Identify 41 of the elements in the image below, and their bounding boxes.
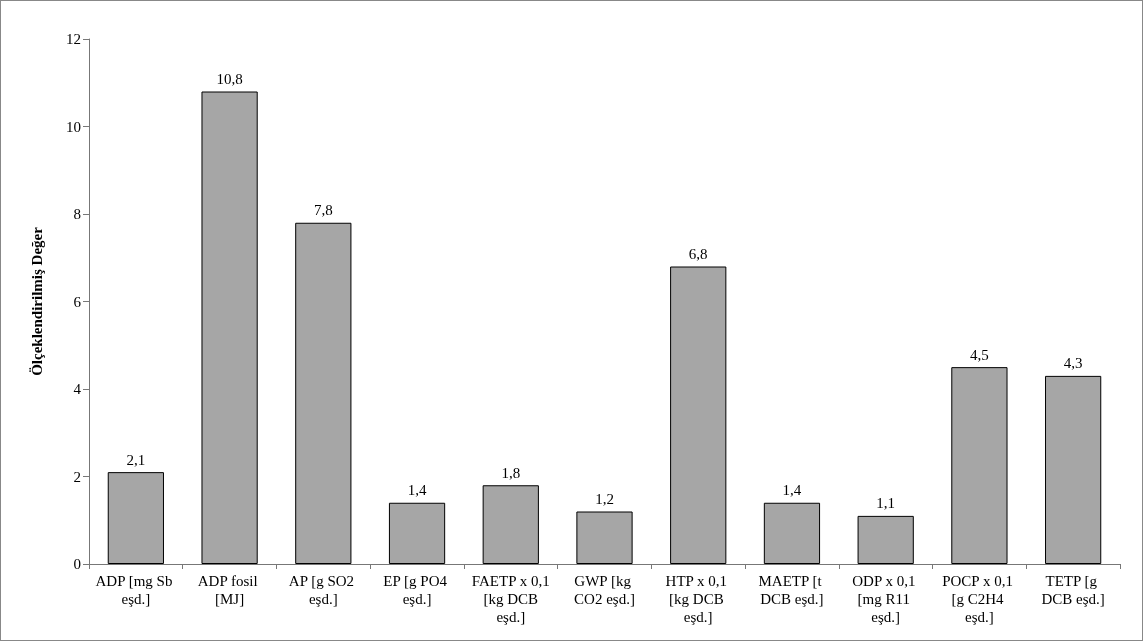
y-tick-label: 12 [66, 31, 81, 47]
x-tick-label: TETP [g DCB eşd.] [1041, 573, 1105, 607]
x-tick-label: EP [g PO4 eşd.] [383, 573, 451, 607]
bar [1045, 375, 1102, 564]
data-label: 1,4 [407, 482, 427, 499]
x-tick-label: ADP fosil [MJ] [197, 573, 262, 607]
data-label: 6,8 [688, 246, 708, 262]
x-tick-label: MAETP [t DCB eşd.] [758, 573, 826, 607]
x-tick-label: ADP [mg Sb eşd.] [95, 573, 177, 607]
x-tick-label: POCP x 0,1 [g C2H4 eşd.] [942, 573, 1017, 625]
bar [201, 91, 258, 564]
x-tick-label: AP [g SO2 eşd.] [288, 573, 358, 607]
data-label: 1,4 [782, 482, 802, 499]
bar [951, 367, 1008, 564]
data-label: 4,3 [1063, 355, 1083, 372]
y-tick-label: 10 [66, 118, 81, 135]
data-label: 10,8 [216, 71, 243, 87]
y-axis-title: Ölçeklendirilmiş Değer [28, 226, 45, 376]
data-label: 1,1 [876, 495, 896, 512]
y-tick-label: 6 [73, 293, 82, 310]
x-tick-label: GWP [kg CO2 eşd.] [574, 573, 635, 607]
x-tick-label: FAETP x 0,1 [kg DCB eşd.] [471, 573, 550, 625]
data-label: 7,8 [313, 202, 333, 219]
bar [388, 502, 446, 564]
x-tick-label: HTP x 0,1 [kg DCB eşd.] [665, 573, 731, 625]
x-tick-label: ODP x 0,1 [mg R11 eşd.] [852, 573, 920, 625]
bar [670, 266, 727, 564]
data-label: 1,8 [501, 464, 521, 481]
bar [857, 515, 914, 564]
y-tick-label: 0 [73, 556, 81, 572]
data-label: 1,2 [595, 491, 614, 507]
bar [295, 222, 352, 564]
y-tick-label: 4 [73, 381, 82, 397]
bar [763, 502, 821, 564]
bar [576, 511, 633, 564]
bar [482, 485, 539, 564]
data-label: 2,1 [126, 451, 146, 468]
y-tick-label: 2 [73, 468, 81, 485]
y-tick-label: 8 [73, 206, 81, 222]
bar [107, 472, 164, 564]
data-label: 4,5 [970, 346, 989, 363]
